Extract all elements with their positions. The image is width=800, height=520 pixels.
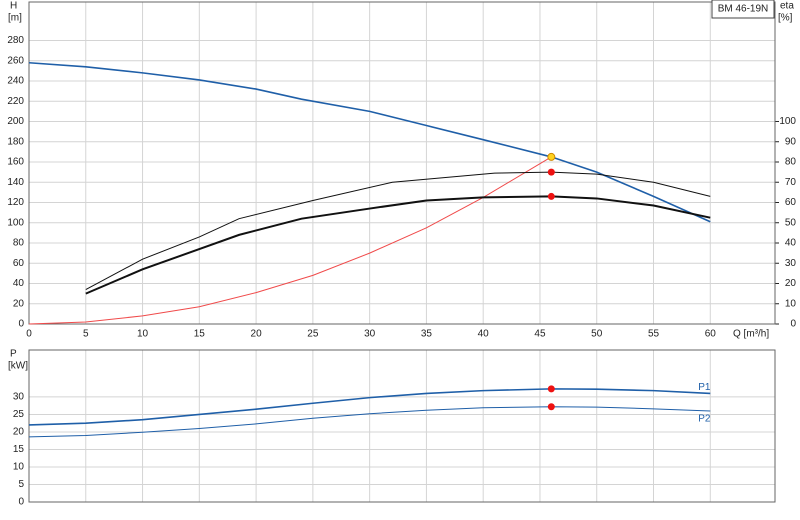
y-tick-label: 160 [7, 157, 24, 168]
y-tick-label: 100 [7, 217, 24, 228]
data-line [28, 61, 711, 223]
y-tick-label: 260 [7, 55, 24, 66]
x-tick-label: 25 [307, 329, 319, 340]
x-tick-label: 20 [251, 329, 263, 340]
y-axis-unit: [kW] [8, 361, 28, 372]
x-tick-label: 0 [26, 329, 32, 340]
x-tick-label: 10 [137, 329, 149, 340]
y-axis-unit: [m] [8, 13, 22, 24]
y-tick-label: 15 [13, 444, 25, 455]
x-tick-label: 50 [591, 329, 603, 340]
x-tick-label: 60 [705, 329, 717, 340]
series-label: P1 [698, 382, 711, 393]
x-axis-label: Q [m³/h] [733, 329, 769, 340]
y-axis-label: P [10, 349, 17, 360]
y2-axis-label: eta [780, 1, 794, 12]
y-tick-label: 20 [13, 427, 25, 438]
y2-tick-label: 100 [779, 116, 796, 127]
x-tick-label: 15 [194, 329, 206, 340]
y-tick-label: 60 [13, 258, 25, 269]
y2-tick-label: 90 [785, 136, 797, 147]
y2-axis-unit: [%] [778, 13, 793, 24]
series-label: P2 [698, 414, 711, 425]
data-line [28, 156, 552, 325]
y2-tick-label: 20 [785, 278, 797, 289]
y-tick-label: 25 [13, 409, 25, 420]
y2-tick-label: 70 [785, 177, 797, 188]
y-axis-label: H [10, 1, 17, 12]
x-tick-label: 55 [648, 329, 660, 340]
y-tick-label: 0 [18, 319, 24, 330]
y2-tick-label: 0 [790, 319, 796, 330]
y-tick-label: 140 [7, 177, 24, 188]
y-tick-label: 220 [7, 96, 24, 107]
data-line [85, 195, 711, 295]
y-tick-label: 20 [13, 298, 25, 309]
y-tick-label: 80 [13, 238, 25, 249]
operating-point [547, 192, 555, 200]
y2-tick-label: 40 [785, 238, 797, 249]
y-tick-label: 10 [13, 462, 25, 473]
y-tick-label: 180 [7, 136, 24, 147]
x-tick-label: 30 [364, 329, 376, 340]
data-line [28, 388, 711, 426]
y2-tick-label: 60 [785, 197, 797, 208]
x-tick-label: 35 [421, 329, 433, 340]
y-tick-label: 30 [13, 392, 25, 403]
y2-tick-label: 50 [785, 217, 797, 228]
x-tick-label: 45 [534, 329, 546, 340]
y-tick-label: 120 [7, 197, 24, 208]
y-tick-label: 5 [18, 479, 24, 490]
x-tick-label: 5 [83, 329, 89, 340]
y2-tick-label: 30 [785, 258, 797, 269]
operating-point [547, 403, 555, 411]
annotation: BM 46-19N [718, 4, 769, 15]
y-tick-label: 0 [18, 497, 24, 508]
plot-frame [28, 349, 776, 503]
y2-tick-label: 10 [785, 298, 797, 309]
y-tick-label: 240 [7, 76, 24, 87]
y2-tick-label: 80 [785, 157, 797, 168]
y-tick-label: 200 [7, 116, 24, 127]
data-line [28, 406, 711, 438]
y-tick-label: 40 [13, 278, 25, 289]
y-tick-label: 280 [7, 35, 24, 46]
data-line [85, 171, 711, 291]
operating-point [547, 152, 556, 161]
x-tick-label: 40 [478, 329, 490, 340]
annotation-box [711, 0, 775, 19]
plot-frame [28, 1, 776, 325]
operating-point [547, 385, 555, 393]
operating-point [547, 168, 555, 176]
